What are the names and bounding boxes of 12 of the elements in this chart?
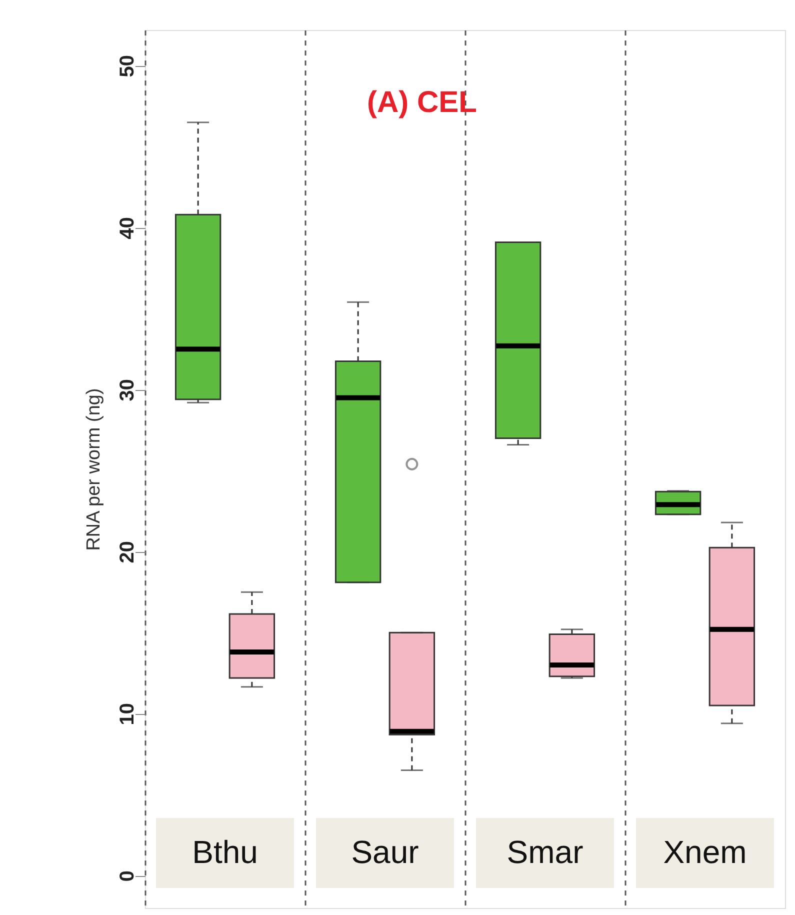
- y-tick-label: 50: [116, 55, 138, 78]
- text: (A) CEL: [367, 86, 477, 119]
- y-tick-label: 40: [116, 217, 138, 240]
- y-tick-label: 0: [116, 870, 138, 882]
- y-tick-label: 30: [116, 379, 138, 402]
- x-tick-label: Xnem: [663, 834, 747, 870]
- x-tick-label: Saur: [351, 834, 420, 870]
- y-tick-label: 10: [116, 702, 138, 726]
- x-tick-label: Bthu: [192, 834, 258, 870]
- y-axis-title: RNA per worm (ng): [84, 388, 104, 551]
- y-tick-label: 20: [116, 540, 138, 564]
- x-tick-label: Smar: [506, 834, 584, 870]
